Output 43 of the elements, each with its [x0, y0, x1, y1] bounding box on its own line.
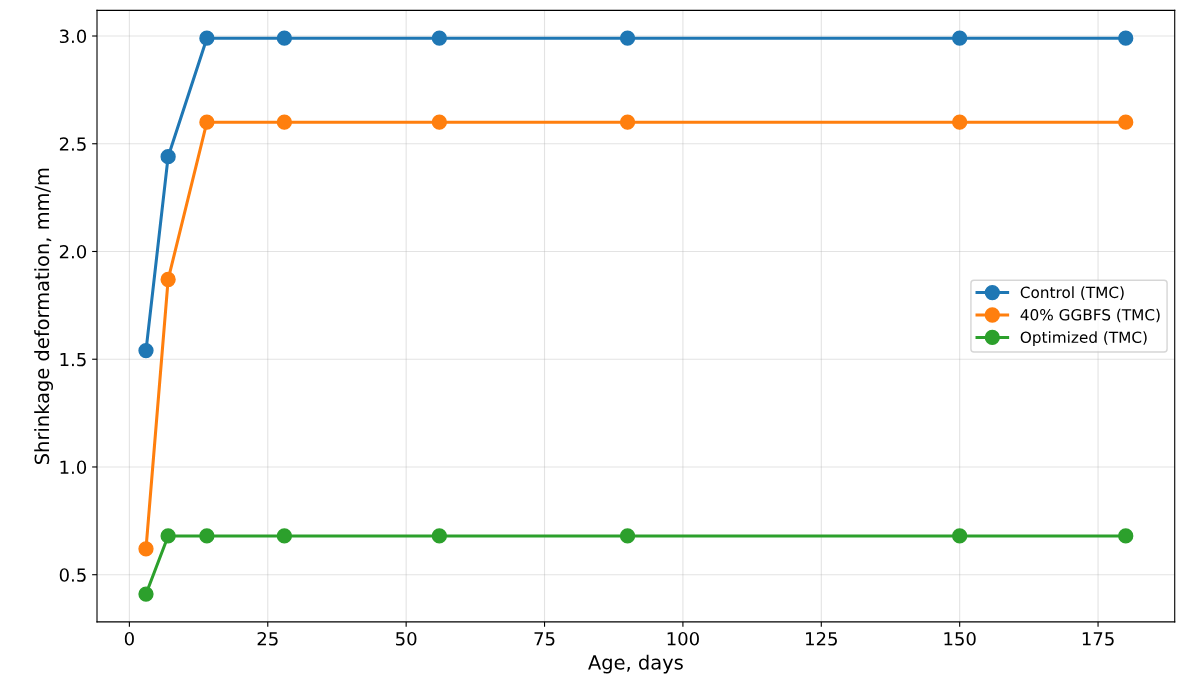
- y-tick-label: 2.0: [59, 244, 87, 259]
- x-tick-label: 150: [944, 631, 976, 646]
- point: [952, 114, 968, 130]
- point: [276, 30, 293, 46]
- point: [138, 541, 154, 557]
- point: [1118, 528, 1134, 544]
- point: [1118, 30, 1134, 46]
- point: [952, 30, 968, 46]
- legend-label: Control (TMC): [1020, 286, 1124, 300]
- x-tick-label: 50: [396, 631, 417, 646]
- x-tick-label: 25: [257, 631, 278, 646]
- legend-label: 40% GGBFS (TMC): [1020, 308, 1160, 323]
- point: [160, 528, 176, 544]
- point: [431, 30, 448, 46]
- point: [160, 271, 176, 288]
- y-tick-label: 1.5: [60, 352, 86, 367]
- point: [199, 30, 215, 46]
- point: [199, 114, 215, 130]
- y-axis-title: Shrinkage deformation, mm/m: [34, 168, 54, 464]
- point: [138, 342, 154, 359]
- point: [276, 114, 293, 130]
- x-tick-label: 175: [1082, 632, 1114, 646]
- point: [276, 528, 293, 544]
- y-tick-label: 2.5: [59, 137, 86, 151]
- point: [199, 528, 215, 544]
- point: [952, 528, 968, 544]
- point: [619, 528, 636, 544]
- legend-label: Optimized (TMC): [1020, 331, 1147, 346]
- x-axis-title: Age, days: [588, 654, 683, 674]
- point: [619, 114, 636, 130]
- y-tick-label: 3.0: [59, 29, 87, 44]
- x-tick-label: 75: [534, 632, 555, 646]
- point: [138, 586, 154, 602]
- point: [431, 528, 448, 544]
- point: [160, 149, 176, 165]
- point: [431, 114, 448, 130]
- x-tick-label: 100: [667, 631, 699, 646]
- x-tick-label: 0: [124, 631, 134, 646]
- point: [1118, 114, 1134, 130]
- y-tick-label: 1.0: [60, 460, 87, 475]
- y-tick-label: 0.5: [59, 568, 86, 582]
- x-tick-label: 125: [806, 631, 837, 646]
- point: [619, 30, 636, 46]
